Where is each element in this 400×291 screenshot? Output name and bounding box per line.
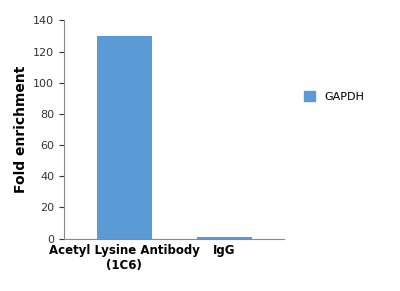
Y-axis label: Fold enrichment: Fold enrichment: [14, 66, 28, 193]
Legend: GAPDH: GAPDH: [300, 88, 367, 105]
Bar: [96, 36, 152, 239]
Bar: [196, 237, 252, 239]
